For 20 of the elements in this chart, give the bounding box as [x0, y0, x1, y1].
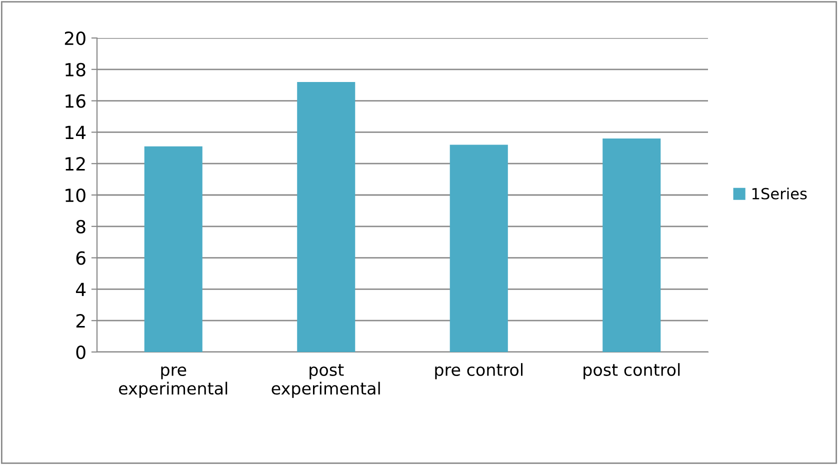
y-tick-label: 10	[66, 188, 86, 202]
y-tick-label: 8	[76, 220, 86, 234]
bar	[450, 144, 508, 352]
y-tick-label: 16	[66, 94, 86, 108]
x-tick-label: post experimental	[272, 364, 380, 398]
y-tick-label: 2	[76, 314, 85, 328]
y-tick-label: 0	[76, 345, 86, 360]
y-tick-label: 20	[64, 31, 86, 46]
y-tick-label: 12	[66, 157, 85, 170]
y-tick-label: 18	[66, 62, 86, 77]
y-tick-label: 6	[76, 251, 86, 265]
legend-label: 1Series	[752, 188, 807, 200]
bar	[297, 82, 356, 352]
x-tick-label: post control	[584, 363, 680, 380]
x-tick-label: pre control	[435, 363, 522, 380]
y-tick-label: 14	[66, 126, 86, 140]
y-tick-label: 4	[76, 282, 86, 296]
bar	[144, 146, 202, 352]
bar	[602, 138, 661, 352]
x-tick-label: pre experimental	[119, 366, 228, 398]
